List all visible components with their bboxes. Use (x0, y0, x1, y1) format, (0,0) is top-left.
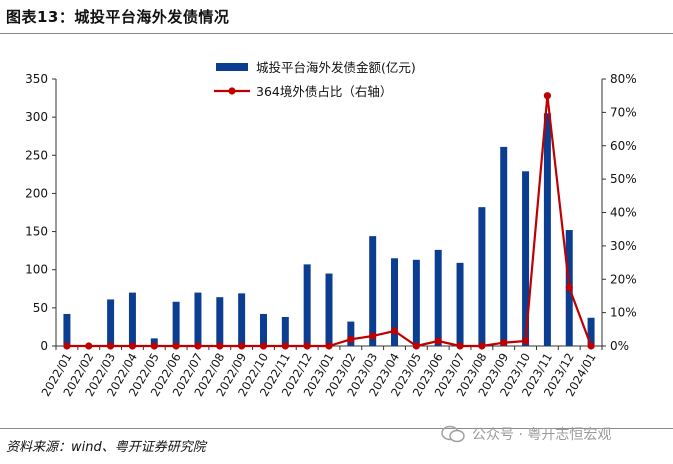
wechat-icon (441, 425, 465, 443)
bar (500, 146, 508, 346)
watermark-text: 公众号 · 粤开志恒宏观 (472, 427, 612, 443)
bar (587, 317, 595, 346)
bar (456, 262, 464, 346)
line-point (85, 342, 93, 350)
right-y-tick-label: 0% (610, 339, 629, 353)
legend-bar-swatch (216, 63, 248, 71)
bar (107, 299, 115, 346)
line-point (238, 342, 246, 350)
bar-line-chart: 0 50 100 150 200 250 300 350 0% 10% 20% 30% 40% 50% 60… (25, 60, 637, 399)
line-point (107, 342, 115, 350)
bar (172, 301, 180, 346)
bar (391, 258, 399, 346)
right-y-tick-label: 80% (610, 72, 637, 86)
watermark: 公众号 · 粤开志恒宏观 (440, 424, 611, 444)
title-divider (0, 33, 673, 34)
left-y-tick-label: 200 (25, 186, 48, 200)
bar (281, 317, 289, 346)
bar (478, 207, 486, 346)
bar (150, 338, 158, 346)
bar (303, 264, 311, 346)
line-point (150, 342, 158, 350)
bar (259, 313, 267, 346)
chart-title: 图表13：城投平台海外发债情况 (6, 8, 230, 26)
line-point (521, 337, 530, 345)
line-point (281, 342, 289, 350)
line-point (543, 92, 552, 100)
left-y-tick-label: 50 (33, 301, 48, 315)
line-point (194, 342, 202, 350)
line-point (587, 342, 595, 350)
legend-bar-label: 城投平台海外发债金额(亿元) (256, 60, 416, 75)
left-y-tick-label: 150 (25, 225, 48, 239)
bar (543, 113, 551, 346)
bar (412, 259, 420, 346)
bar (522, 171, 530, 346)
line-point (434, 337, 442, 345)
left-y-tick-label: 100 (25, 263, 48, 277)
line-point (128, 342, 137, 350)
right-y-tick-label: 20% (610, 272, 637, 286)
line-point (259, 342, 268, 350)
legend-line-label: 364境外债占比（右轴） (256, 84, 392, 99)
bar (238, 293, 246, 346)
right-y-tick-label: 60% (610, 139, 637, 153)
right-y-tick-label: 70% (610, 105, 637, 119)
left-y-tick-label: 250 (25, 148, 48, 162)
bar (63, 313, 71, 346)
legend-line-marker (228, 87, 236, 95)
line-point (63, 342, 71, 350)
line-point (565, 283, 573, 292)
left-y-tick-label: 300 (25, 110, 48, 124)
bar (434, 249, 442, 346)
left-y-tick-label: 0 (40, 339, 48, 353)
line-point (478, 342, 486, 350)
line-point (172, 342, 180, 350)
bar (128, 292, 136, 346)
line-point (369, 332, 377, 340)
bar (325, 273, 333, 346)
line-point (347, 335, 355, 343)
right-y-tick-label: 10% (610, 306, 637, 320)
line-point (325, 342, 333, 350)
line-point (216, 342, 224, 350)
line-point (390, 327, 399, 335)
right-y-tick-label: 50% (610, 172, 637, 186)
source-note: 资料来源：wind、粤开证券研究院 (6, 440, 206, 455)
line-point (500, 339, 508, 347)
bar (216, 297, 224, 346)
right-y-tick-label: 30% (610, 239, 637, 253)
right-y-tick-label: 40% (610, 206, 637, 220)
bar (369, 236, 377, 346)
line-point (456, 342, 464, 350)
footer-divider (0, 428, 673, 429)
left-y-tick-label: 350 (25, 72, 48, 86)
bar (194, 292, 202, 346)
bar (347, 321, 355, 346)
line-point (303, 342, 311, 350)
line-point (412, 342, 420, 350)
